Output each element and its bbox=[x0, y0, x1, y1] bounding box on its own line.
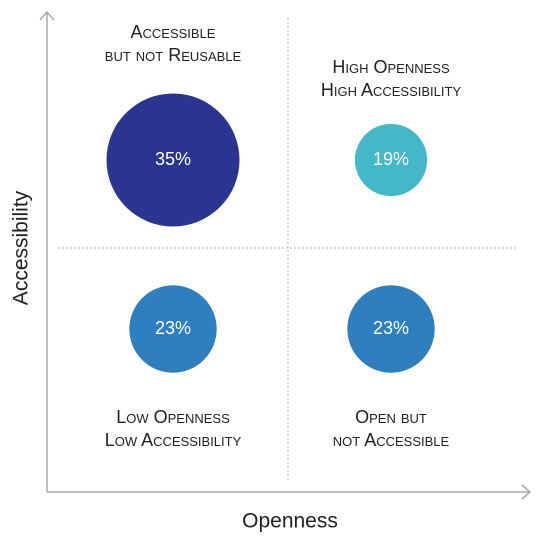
bubble-label: 35% bbox=[155, 149, 191, 169]
quadrant-label: High Accessibility bbox=[321, 80, 462, 100]
bubble-label: 23% bbox=[155, 318, 191, 338]
quadrant-label: but not Reusable bbox=[105, 45, 242, 65]
quadrant-label: Accessible bbox=[131, 22, 216, 42]
bubble bbox=[354, 123, 428, 197]
quadrant-label: High Openness bbox=[332, 57, 450, 77]
y-axis-arrow bbox=[39, 10, 55, 21]
bubble-label: 19% bbox=[373, 149, 409, 169]
quadrant-label: Low Openness bbox=[116, 407, 230, 427]
bubble bbox=[106, 93, 240, 227]
x-axis-arrow bbox=[521, 484, 532, 500]
y-axis-title: Accessibility bbox=[10, 190, 33, 305]
x-axis-title: Openness bbox=[242, 510, 338, 533]
bubble bbox=[129, 285, 217, 373]
quadrant-label: Low Accessibility bbox=[105, 430, 242, 450]
bubble bbox=[347, 285, 435, 373]
quadrant-label: not Accessible bbox=[333, 430, 450, 450]
bubble-label: 23% bbox=[373, 318, 409, 338]
quadrant-label: Open but bbox=[355, 407, 427, 427]
